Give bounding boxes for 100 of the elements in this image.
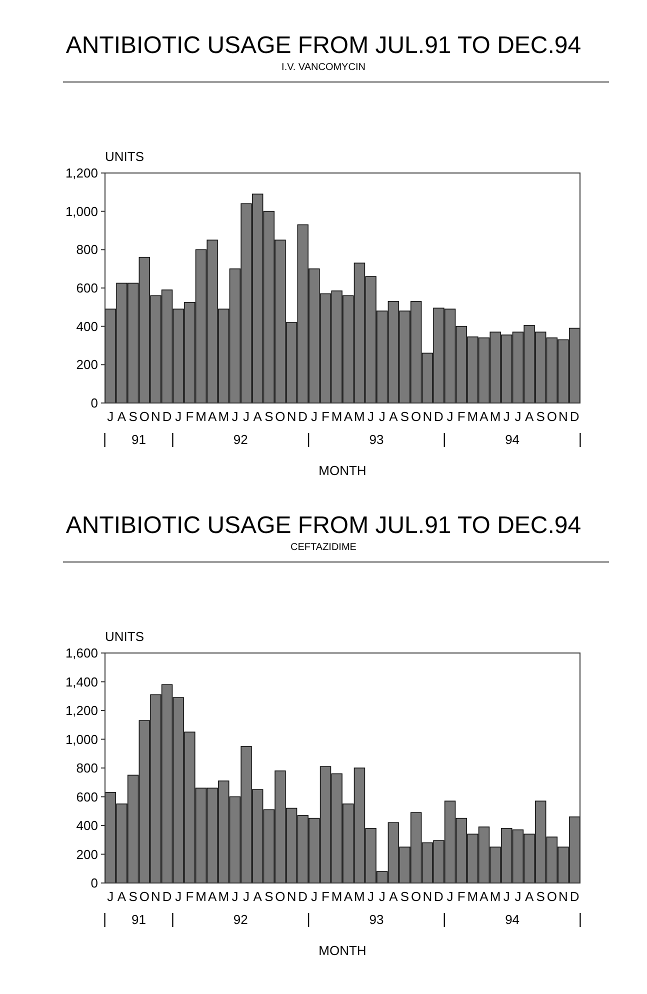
x-tick-label: N (422, 889, 432, 904)
x-tick-label: M (196, 889, 206, 904)
y-tick-label: 200 (76, 357, 98, 372)
x-tick-label: D (434, 889, 444, 904)
x-tick-label: M (218, 889, 230, 904)
y-tick-label: 600 (76, 280, 98, 296)
x-tick-label: N (558, 409, 568, 424)
x-tick-label: J (514, 889, 522, 904)
text: 92 (233, 912, 248, 927)
x-tick-label: J (446, 409, 454, 424)
x-tick-label: A (253, 409, 262, 424)
y-tick-label: 800 (76, 242, 98, 258)
x-tick-label: M (354, 409, 365, 424)
y-tick-label: 1,400 (65, 674, 98, 690)
x-tick-label: A (344, 409, 353, 424)
x-tick-label: N (422, 409, 432, 424)
x-tick-label: A (208, 409, 217, 424)
x-tick-label: F (186, 409, 194, 424)
x-tick-label: O (275, 889, 286, 904)
x-tick-label: S (536, 409, 546, 424)
x-tick-label: J (175, 889, 182, 904)
text: 91 (132, 432, 146, 447)
x-tick-label: J (514, 409, 522, 424)
x-tick-label: J (378, 409, 386, 424)
x-tick-label: J (503, 409, 510, 424)
x-tick-label: D (434, 409, 444, 424)
x-tick-label: O (139, 889, 150, 904)
x-tick-label: F (322, 409, 330, 424)
x-tick-label: N (558, 889, 568, 904)
x-tick-label: A (389, 889, 398, 904)
x-tick-label: F (457, 409, 466, 424)
chart-subtitle: I.V. VANCOMYCIN (282, 62, 366, 73)
x-tick-label: J (446, 889, 454, 904)
x-tick-label: D (298, 409, 308, 424)
x-tick-label: M (467, 409, 478, 424)
x-tick-label: A (480, 409, 489, 424)
x-tick-label: D (570, 889, 580, 904)
x-tick-label: J (175, 409, 182, 424)
x-tick-label: O (275, 409, 286, 424)
x-tick-label: M (196, 409, 206, 424)
text: 94 (505, 432, 520, 447)
x-tick-label: M (354, 889, 365, 904)
x-tick-label: D (570, 409, 580, 424)
x-tick-label: N (151, 409, 160, 424)
x-tick-label: F (322, 889, 330, 904)
x-tick-label: S (264, 409, 274, 424)
x-tick-label: S (536, 889, 546, 904)
text: 94 (505, 912, 520, 927)
x-tick-label: M (331, 409, 342, 424)
x-tick-label: J (368, 889, 374, 904)
text: 93 (369, 432, 384, 447)
x-tick-label: O (546, 889, 557, 904)
y-axis-title: UNITS (105, 149, 144, 164)
x-tick-label: S (400, 889, 410, 904)
y-tick-label: 1,600 (65, 646, 98, 661)
y-tick-label: 0 (90, 876, 98, 891)
y-axis-title: UNITS (105, 629, 144, 644)
x-tick-label: J (243, 889, 250, 904)
x-tick-label: A (524, 889, 534, 904)
x-tick-label: N (286, 889, 296, 904)
y-tick-label: 800 (76, 760, 98, 776)
y-tick-label: 400 (76, 818, 98, 834)
x-tick-label: J (503, 889, 510, 904)
x-tick-label: A (524, 409, 534, 424)
x-tick-label: M (490, 409, 501, 424)
y-tick-label: 1,200 (65, 703, 98, 718)
x-tick-label: M (218, 409, 230, 424)
x-tick-label: J (378, 889, 386, 904)
chart-title: ANTIBIOTIC USAGE FROM JUL.91 TO DEC.94 (66, 32, 582, 59)
text: 92 (233, 432, 248, 447)
x-tick-label: D (162, 889, 172, 904)
x-tick-label: A (344, 889, 353, 904)
x-tick-label: J (107, 889, 114, 904)
x-tick-label: O (411, 889, 422, 904)
x-tick-label: S (264, 889, 274, 904)
text: 91 (132, 912, 146, 927)
x-tick-label: O (139, 409, 150, 424)
x-axis-title: MONTH (318, 943, 366, 958)
x-tick-label: A (480, 889, 489, 904)
x-tick-label: J (310, 889, 318, 904)
x-tick-label: F (457, 889, 466, 904)
x-tick-label: D (298, 889, 308, 904)
x-tick-label: M (467, 889, 478, 904)
x-tick-label: S (128, 889, 138, 904)
x-tick-label: J (310, 409, 318, 424)
y-tick-label: 0 (90, 396, 98, 411)
x-tick-label: A (253, 889, 262, 904)
x-tick-label: M (490, 889, 501, 904)
y-tick-label: 1,000 (65, 204, 98, 219)
x-tick-label: O (546, 409, 557, 424)
x-tick-label: S (128, 409, 138, 424)
x-tick-label: S (400, 409, 410, 424)
chart-title: ANTIBIOTIC USAGE FROM JUL.91 TO DEC.94 (66, 512, 582, 539)
x-tick-label: M (331, 889, 342, 904)
x-tick-label: F (186, 889, 194, 904)
x-tick-label: J (232, 409, 238, 424)
x-tick-label: A (117, 889, 126, 904)
y-tick-label: 1,200 (65, 166, 98, 181)
x-tick-label: J (232, 889, 238, 904)
x-tick-label: J (243, 409, 250, 424)
